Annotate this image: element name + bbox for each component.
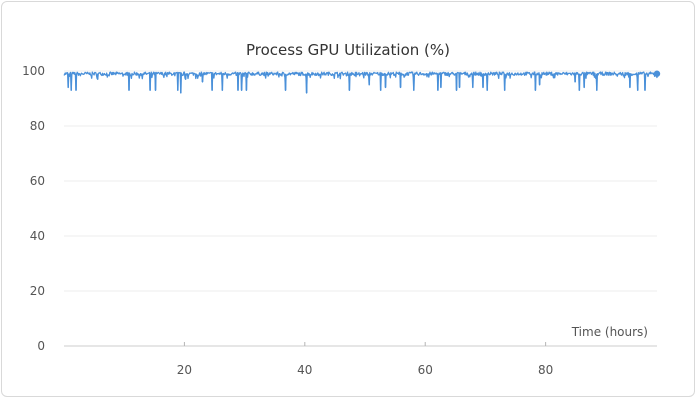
x-tick-label-20: 20 bbox=[177, 363, 192, 377]
grid-layer bbox=[64, 70, 657, 292]
x-tick-label-60: 60 bbox=[418, 363, 433, 377]
chart-title: Process GPU Utilization (%) bbox=[246, 41, 450, 59]
series-end-marker bbox=[653, 70, 661, 77]
y-tick-label-20: 20 bbox=[30, 284, 45, 298]
x-tick-label-80: 80 bbox=[538, 363, 553, 377]
y-tick-label-80: 80 bbox=[30, 119, 45, 133]
y-tick-label-100: 100 bbox=[22, 64, 45, 78]
y-tick-label-0: 0 bbox=[37, 339, 45, 353]
axis-layer: 0 20 40 60 80 100 20 40 60 80 bbox=[22, 64, 657, 377]
x-tick-label-40: 40 bbox=[297, 363, 312, 377]
y-tick-label-60: 60 bbox=[30, 174, 45, 188]
x-axis-label: Time (hours) bbox=[571, 325, 648, 339]
y-tick-label-40: 40 bbox=[30, 229, 45, 243]
series-line-0 bbox=[63, 71, 658, 94]
series-layer bbox=[63, 70, 661, 94]
